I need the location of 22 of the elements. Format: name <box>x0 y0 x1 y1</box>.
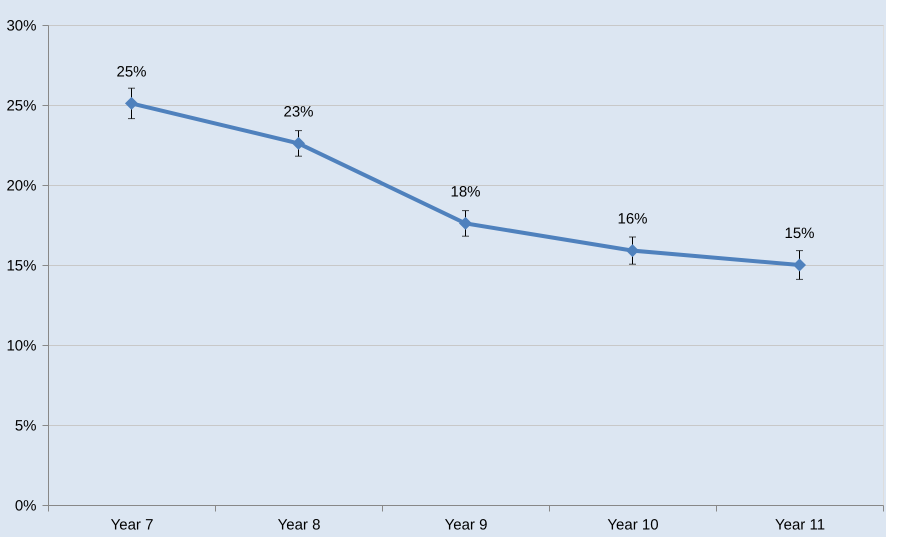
data-label: 18% <box>450 183 481 200</box>
data-label: 15% <box>784 225 815 242</box>
point <box>292 136 306 150</box>
y-tick-label: 20% <box>6 178 36 194</box>
y-tick-label: 25% <box>6 98 36 114</box>
data-label: 23% <box>283 103 314 120</box>
x-tick-label: Year 11 <box>774 516 826 534</box>
y-tick-label: 15% <box>6 258 36 274</box>
point <box>792 258 806 272</box>
x-tick-label: Year 7 <box>110 516 154 534</box>
y-tick-label: 10% <box>6 338 36 354</box>
y-tick-label: 0% <box>14 498 36 514</box>
data-label: 25% <box>116 63 147 80</box>
point <box>124 96 138 110</box>
point <box>626 244 640 258</box>
y-tick-label: 30% <box>6 18 36 34</box>
x-tick-label: Year 8 <box>278 516 320 534</box>
y-tick-label: 5% <box>14 418 36 434</box>
data-label: 16% <box>617 210 648 228</box>
point <box>458 216 472 230</box>
x-tick-label: Year 10 <box>607 516 659 534</box>
x-tick-label: Year 9 <box>444 516 488 534</box>
